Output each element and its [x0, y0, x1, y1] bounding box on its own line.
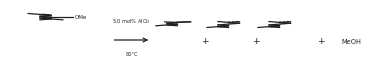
Text: +: +	[253, 37, 260, 46]
Text: 5.0 mol% AlCl$_3$: 5.0 mol% AlCl$_3$	[112, 17, 151, 26]
Text: OMe: OMe	[74, 15, 87, 20]
Text: MeOH: MeOH	[342, 39, 361, 45]
Text: +: +	[201, 37, 209, 46]
Text: 80°C: 80°C	[125, 52, 138, 57]
Text: +: +	[318, 37, 325, 46]
